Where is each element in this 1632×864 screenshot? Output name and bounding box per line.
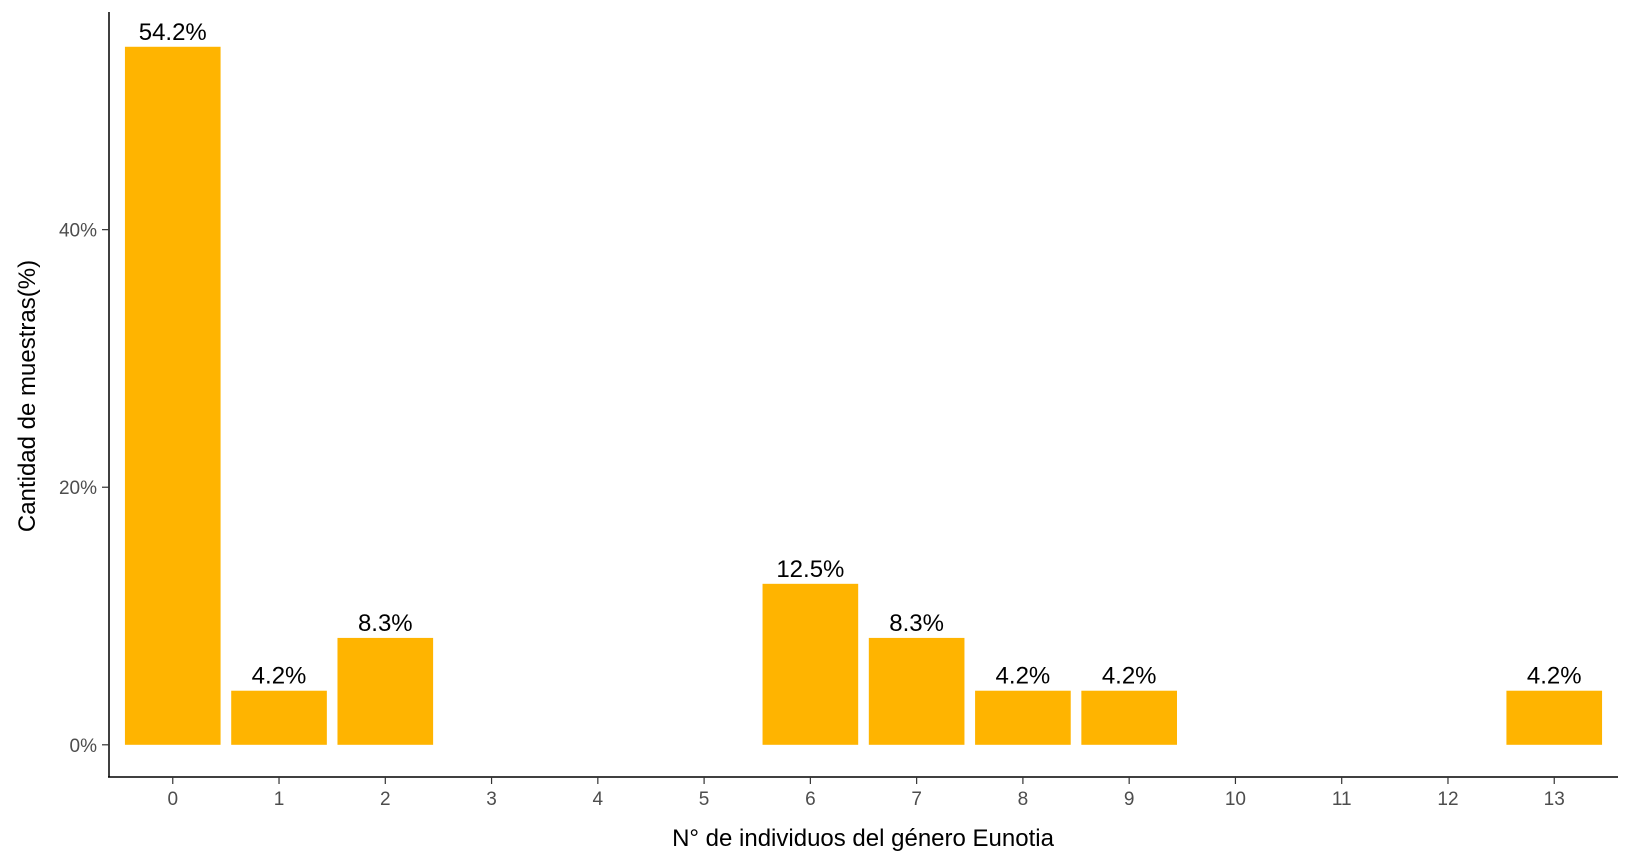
bar-7 (868, 637, 965, 745)
x-tick-label-5: 5 (699, 789, 710, 810)
x-tick-label-0: 0 (167, 789, 178, 810)
x-tick-label-12: 12 (1437, 789, 1458, 810)
x-tick-label-11: 11 (1332, 789, 1352, 810)
x-tick-label-9: 9 (1124, 789, 1135, 810)
y-tick-label-40: 40% (59, 221, 97, 242)
data-label-0: 54.2% (139, 19, 207, 46)
bar-1 (231, 690, 327, 745)
bar-6 (762, 583, 859, 745)
bars-group (124, 46, 1603, 745)
x-tick-label-8: 8 (1018, 789, 1029, 810)
data-label-13: 4.2% (1527, 663, 1582, 690)
x-tick-label-3: 3 (486, 789, 497, 810)
bar-2 (337, 637, 434, 745)
x-tick-label-7: 7 (911, 789, 922, 810)
x-tick-label-10: 10 (1225, 789, 1246, 810)
bar-0 (124, 46, 221, 745)
y-axis-title: Cantidad de muestras(%) (14, 260, 41, 532)
x-tick-label-1: 1 (274, 789, 285, 810)
data-label-2: 8.3% (358, 610, 413, 637)
x-axis-ticks: 0 1 2 3 4 5 6 7 8 9 10 11 12 13 (167, 777, 1565, 810)
y-tick-label-0: 0% (70, 736, 98, 757)
data-label-6: 12.5% (776, 556, 844, 583)
x-tick-label-4: 4 (593, 789, 604, 810)
y-tick-label-20: 20% (59, 478, 97, 499)
bar-9 (1081, 690, 1177, 745)
x-axis-title: N° de individuos del género Eunotia (672, 825, 1055, 852)
data-labels-group: 54.2% 4.2% 8.3% 12.5% 8.3% 4.2% 4.2% 4.2% (139, 19, 1582, 690)
x-tick-label-6: 6 (805, 789, 816, 810)
x-tick-label-13: 13 (1544, 789, 1565, 810)
bar-8 (975, 690, 1071, 745)
x-tick-label-2: 2 (380, 789, 391, 810)
y-axis-ticks: 0% 20% 40% (59, 221, 109, 757)
bar-13 (1506, 690, 1603, 745)
data-label-8: 4.2% (996, 663, 1051, 690)
data-label-7: 8.3% (889, 610, 944, 637)
data-label-9: 4.2% (1102, 663, 1157, 690)
data-label-1: 4.2% (252, 663, 307, 690)
